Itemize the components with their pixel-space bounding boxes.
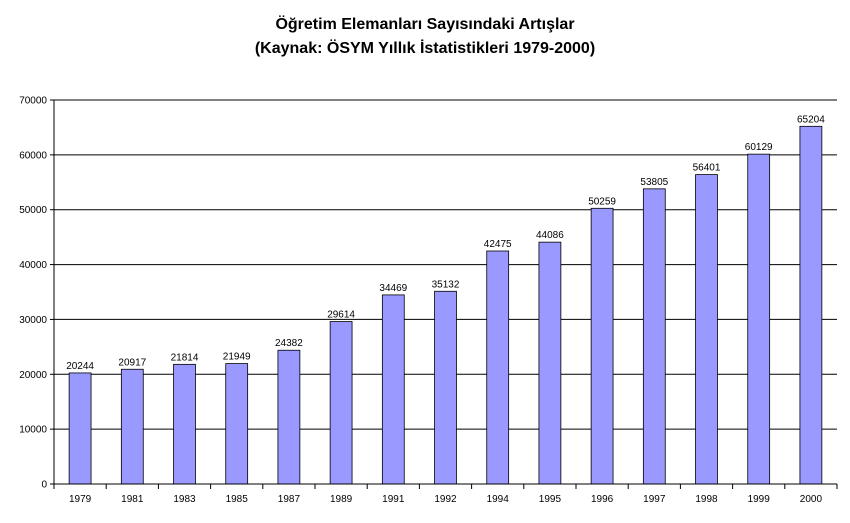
x-tick-label-1992: 1992 — [434, 494, 457, 505]
data-label-1989: 29614 — [327, 310, 355, 321]
data-label-1983: 21814 — [171, 352, 199, 363]
chart-title: Öğretim Elemanları Sayısındaki Artışlar — [275, 16, 575, 33]
bar-1996 — [590, 207, 614, 485]
data-label-2000: 65204 — [797, 114, 825, 125]
data-label-1994: 42475 — [484, 239, 512, 250]
x-tick-label-1994: 1994 — [487, 494, 510, 505]
x-tick-label-1987: 1987 — [278, 494, 301, 505]
bar-1989 — [329, 321, 353, 485]
data-label-1992: 35132 — [432, 279, 460, 290]
y-tick-label: 70000 — [19, 96, 47, 107]
chart-subtitle: (Kaynak: ÖSYM Yıllık İstatistikleri 1979… — [254, 40, 596, 57]
bar-1985 — [225, 363, 249, 485]
data-label-1991: 34469 — [379, 283, 407, 294]
x-tick-label-1985: 1985 — [226, 494, 249, 505]
bars — [68, 125, 823, 485]
bar-1999 — [747, 153, 771, 485]
bar-1994 — [486, 250, 510, 485]
bar-1992 — [434, 290, 457, 485]
y-tick-label: 0 — [41, 480, 47, 491]
y-tick-label: 50000 — [19, 205, 47, 216]
data-label-1987: 24382 — [275, 338, 303, 349]
x-tick-label-1981: 1981 — [121, 494, 144, 505]
x-tick-label-1983: 1983 — [173, 494, 196, 505]
x-tick-label-2000: 2000 — [800, 494, 823, 505]
y-tick-label: 10000 — [19, 425, 47, 436]
y-tick-label: 30000 — [19, 315, 47, 326]
data-label-1979: 20244 — [66, 361, 94, 372]
data-label-1985: 21949 — [223, 352, 251, 363]
labels: 0 10000 20000 30000 40000 50000 60000 70000 2024… — [19, 96, 825, 506]
x-tick-label-1998: 1998 — [695, 494, 718, 505]
data-label-1997: 53805 — [640, 177, 668, 188]
x-tick-label-1979: 1979 — [69, 494, 92, 505]
x-tick-label-1997: 1997 — [643, 494, 666, 505]
x-tick-label-1999: 1999 — [748, 494, 771, 505]
y-tick-label: 20000 — [19, 370, 47, 381]
bar-1995 — [538, 241, 562, 485]
axes — [50, 99, 838, 489]
bar-1983 — [173, 363, 196, 485]
bar-1998 — [695, 174, 718, 485]
bar-1979 — [68, 372, 92, 485]
data-label-1995: 44086 — [536, 230, 564, 241]
bar-2000 — [799, 125, 823, 485]
bar-1997 — [642, 188, 666, 485]
data-label-1981: 20917 — [118, 357, 146, 368]
bar-1987 — [277, 349, 301, 485]
x-tick-label-1991: 1991 — [382, 494, 405, 505]
data-label-1996: 50259 — [588, 196, 616, 207]
data-label-1999: 60129 — [745, 142, 773, 153]
data-label-1998: 56401 — [693, 163, 721, 174]
bar-1981 — [120, 368, 144, 485]
x-tick-label-1989: 1989 — [330, 494, 353, 505]
y-tick-label: 40000 — [19, 260, 47, 271]
y-tick-label: 60000 — [19, 150, 47, 161]
bar-1991 — [381, 294, 405, 485]
x-tick-label-1996: 1996 — [591, 494, 614, 505]
x-tick-label-1995: 1995 — [539, 494, 562, 505]
